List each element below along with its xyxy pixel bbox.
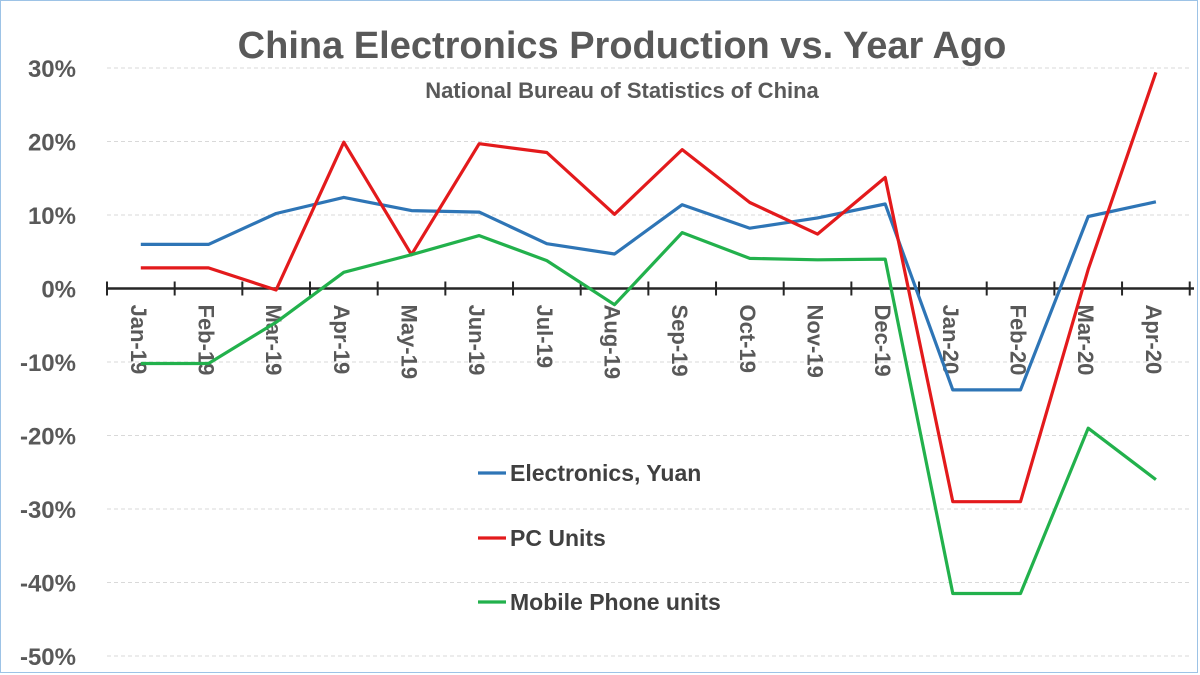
legend-label: PC Units	[510, 525, 606, 551]
series-line-1	[140, 195, 1157, 392]
y-axis-ticks: 30% 20% 10% 0% -10% -20% -30% -40% -50%	[20, 56, 76, 671]
x-tick-label: Jun-19	[464, 305, 489, 376]
x-tick-label: Nov-19	[803, 305, 828, 378]
gridlines	[107, 67, 1190, 657]
y-tick-label: 20%	[28, 130, 76, 157]
y-tick-label: -50%	[20, 644, 76, 671]
chart-title: China Electronics Production vs. Year Ag…	[238, 25, 1007, 67]
x-tick-label: Sep-19	[667, 305, 692, 377]
legend-label: Mobile Phone units	[510, 589, 721, 615]
y-tick-label: -40%	[20, 571, 76, 598]
x-axis: Jan-19 Feb-19 Mar-19 Apr-19 May-19 Jun-19 Jul-…	[106, 281, 1194, 380]
x-tick-label: Oct-19	[735, 305, 760, 373]
legend-label: Electronics, Yuan	[510, 460, 701, 486]
y-tick-label: -10%	[20, 350, 76, 377]
series-lines	[140, 71, 1158, 596]
y-tick-label: -20%	[20, 424, 76, 451]
series-line-3	[140, 231, 1157, 596]
x-tick-label: Dec-19	[870, 305, 895, 377]
x-tick-label: Feb-20	[1006, 305, 1031, 376]
x-tick-label: Mar-20	[1073, 305, 1098, 376]
series-line-2	[140, 71, 1158, 504]
legend: Electronics, Yuan PC Units Mobile Phone un…	[478, 460, 721, 615]
y-tick-label: -30%	[20, 497, 76, 524]
y-tick-label: 0%	[41, 277, 76, 304]
x-tick-label: Jan-20	[938, 305, 963, 375]
x-tick-label: Mar-19	[261, 305, 286, 376]
x-tick-label: Aug-19	[599, 305, 624, 380]
chart-subtitle: National Bureau of Statistics of China	[425, 78, 819, 103]
y-tick-label: 10%	[28, 203, 76, 230]
x-tick-label: Apr-20	[1141, 305, 1166, 375]
x-tick-label: Apr-19	[329, 305, 354, 375]
x-tick-label: Jul-19	[532, 305, 557, 369]
y-tick-label: 30%	[28, 56, 76, 83]
x-tick-label: May-19	[396, 305, 421, 380]
